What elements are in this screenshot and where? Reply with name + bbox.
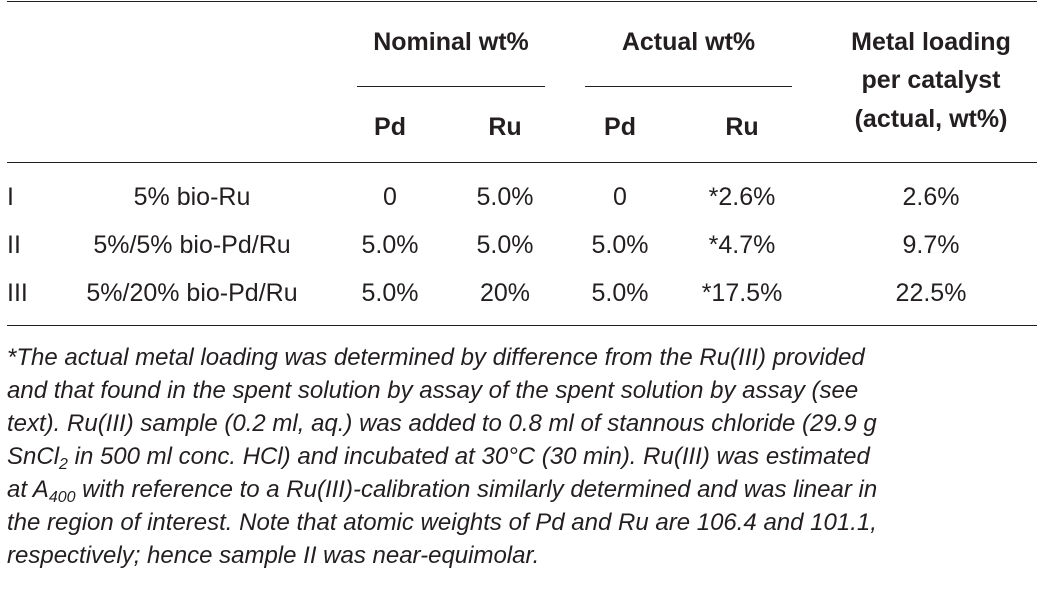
row-nominal-ru: 5.0%: [476, 183, 534, 211]
row-metal-loading: 2.6%: [902, 183, 960, 211]
row-metal-loading: 22.5%: [895, 279, 967, 307]
footnote-line: *The actual metal loading was determined…: [7, 344, 865, 371]
subheader-nominal-ru: Ru: [488, 113, 522, 141]
row-actual-ru: *4.7%: [708, 231, 776, 259]
row-id: I: [7, 183, 14, 211]
row-catalyst: 5%/20% bio-Pd/Ru: [86, 279, 298, 307]
row-actual-ru: *2.6%: [708, 183, 776, 211]
row-nominal-pd: 5.0%: [361, 279, 419, 307]
nominal-group-rule: [357, 86, 545, 87]
row-id: II: [7, 231, 21, 259]
bottom-rule: [7, 325, 1037, 326]
header-nominal-wt: Nominal wt%: [373, 28, 529, 56]
row-metal-loading: 9.7%: [902, 231, 960, 259]
footnote-line: respectively; hence sample II was near-e…: [7, 542, 540, 569]
header-metal-loading-line1: Metal loading: [851, 28, 1011, 56]
footnote-line: text). Ru(III) sample (0.2 ml, aq.) was …: [7, 410, 877, 437]
subheader-actual-ru: Ru: [725, 113, 759, 141]
footnote-line: and that found in the spent solution by …: [7, 377, 859, 404]
row-actual-pd: 5.0%: [591, 231, 649, 259]
footnote-line: SnCl2 in 500 ml conc. HCl) and incubated…: [7, 443, 870, 473]
footnote-line: the region of interest. Note that atomic…: [7, 509, 877, 536]
subscript: 400: [48, 489, 76, 506]
header-metal-loading-line3: (actual, wt%): [854, 105, 1008, 133]
row-actual-pd: 0: [613, 183, 627, 211]
table-footnote: *The actual metal loading was determined…: [7, 341, 1037, 572]
row-catalyst: 5% bio-Ru: [133, 183, 251, 211]
actual-group-rule: [585, 86, 792, 87]
subheader-nominal-pd: Pd: [374, 113, 406, 141]
subheader-actual-pd: Pd: [604, 113, 636, 141]
row-actual-ru: *17.5%: [701, 279, 783, 307]
row-actual-pd: 5.0%: [591, 279, 649, 307]
header-actual-wt: Actual wt%: [621, 28, 756, 56]
row-nominal-ru: 5.0%: [476, 231, 534, 259]
row-nominal-pd: 5.0%: [361, 231, 419, 259]
row-catalyst: 5%/5% bio-Pd/Ru: [93, 231, 291, 259]
footnote-line: at A400 with reference to a Ru(III)-cali…: [7, 476, 878, 506]
header-metal-loading-line2: per catalyst: [861, 66, 1001, 94]
row-nominal-pd: 0: [383, 183, 397, 211]
row-nominal-ru: 20%: [479, 279, 531, 307]
top-rule: [7, 1, 1037, 2]
header-rule: [7, 162, 1037, 163]
subscript: 2: [59, 456, 68, 473]
row-id: III: [7, 279, 28, 307]
